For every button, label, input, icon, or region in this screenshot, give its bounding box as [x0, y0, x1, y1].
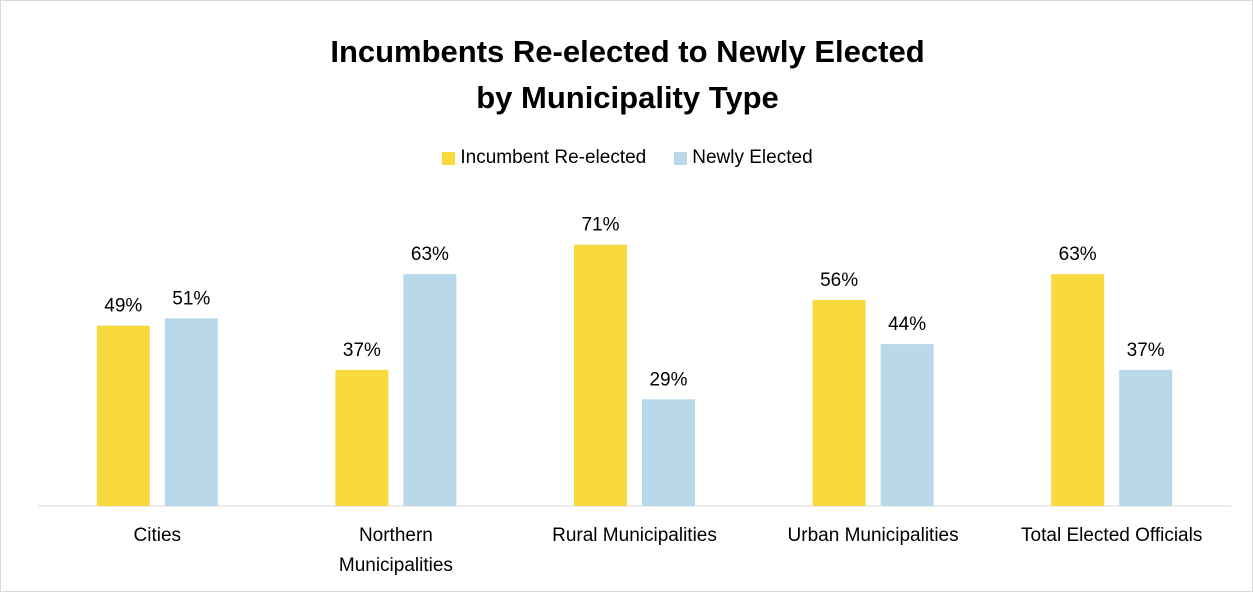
bar-value-label-newly-elected-2: 29%: [649, 369, 687, 390]
bar-value-label-newly-elected-4: 37%: [1127, 340, 1165, 361]
bar-incumbent-re-elected-2: [574, 244, 627, 506]
bar-value-label-incumbent-re-elected-2: 71%: [581, 215, 619, 236]
bar-newly-elected-0: [164, 318, 218, 506]
bar-value-label-incumbent-re-elected-3: 56%: [820, 270, 858, 291]
category-label-3-0: Urban Municipalities: [788, 525, 959, 546]
legend-label-incumbent: Incumbent Re-elected: [460, 147, 647, 168]
category-label-1-1: Municipalities: [339, 555, 453, 576]
chart-title: Incumbents Re-elected to Newly Elected b…: [1, 29, 1253, 121]
chart-title-line-1: Incumbents Re-elected to Newly Elected: [330, 34, 925, 69]
bar-value-label-newly-elected-0: 51%: [172, 288, 210, 309]
bar-incumbent-re-elected-1: [335, 369, 389, 506]
chart-legend: Incumbent Re-elected Newly Elected: [1, 147, 1253, 169]
bar-value-label-incumbent-re-elected-4: 63%: [1059, 244, 1097, 265]
legend-entry-incumbent: Incumbent Re-elected: [442, 147, 646, 169]
category-label-4-0: Total Elected Officials: [1021, 525, 1202, 546]
legend-entry-newly-elected: Newly Elected: [674, 147, 813, 169]
category-label-1-0: Northern: [359, 525, 433, 546]
bar-newly-elected-1: [403, 274, 457, 506]
bar-newly-elected-4: [1119, 369, 1173, 506]
chart-title-line-2: by Municipality Type: [476, 80, 779, 115]
bar-incumbent-re-elected-0: [96, 325, 150, 506]
bar-value-label-newly-elected-3: 44%: [888, 314, 926, 335]
bar-value-label-newly-elected-1: 63%: [411, 244, 449, 265]
bar-newly-elected-3: [880, 344, 934, 506]
bar-newly-elected-2: [642, 399, 695, 506]
category-label-0-0: Cities: [134, 525, 182, 546]
legend-swatch-newly-elected: [674, 151, 688, 165]
legend-label-newly-elected: Newly Elected: [692, 147, 813, 168]
legend-swatch-incumbent: [442, 151, 456, 165]
category-label-2-0: Rural Municipalities: [552, 525, 717, 546]
bar-value-label-incumbent-re-elected-0: 49%: [104, 296, 142, 317]
bar-incumbent-re-elected-4: [1051, 274, 1105, 506]
bar-value-label-incumbent-re-elected-1: 37%: [343, 340, 381, 361]
bar-incumbent-re-elected-3: [812, 299, 866, 506]
